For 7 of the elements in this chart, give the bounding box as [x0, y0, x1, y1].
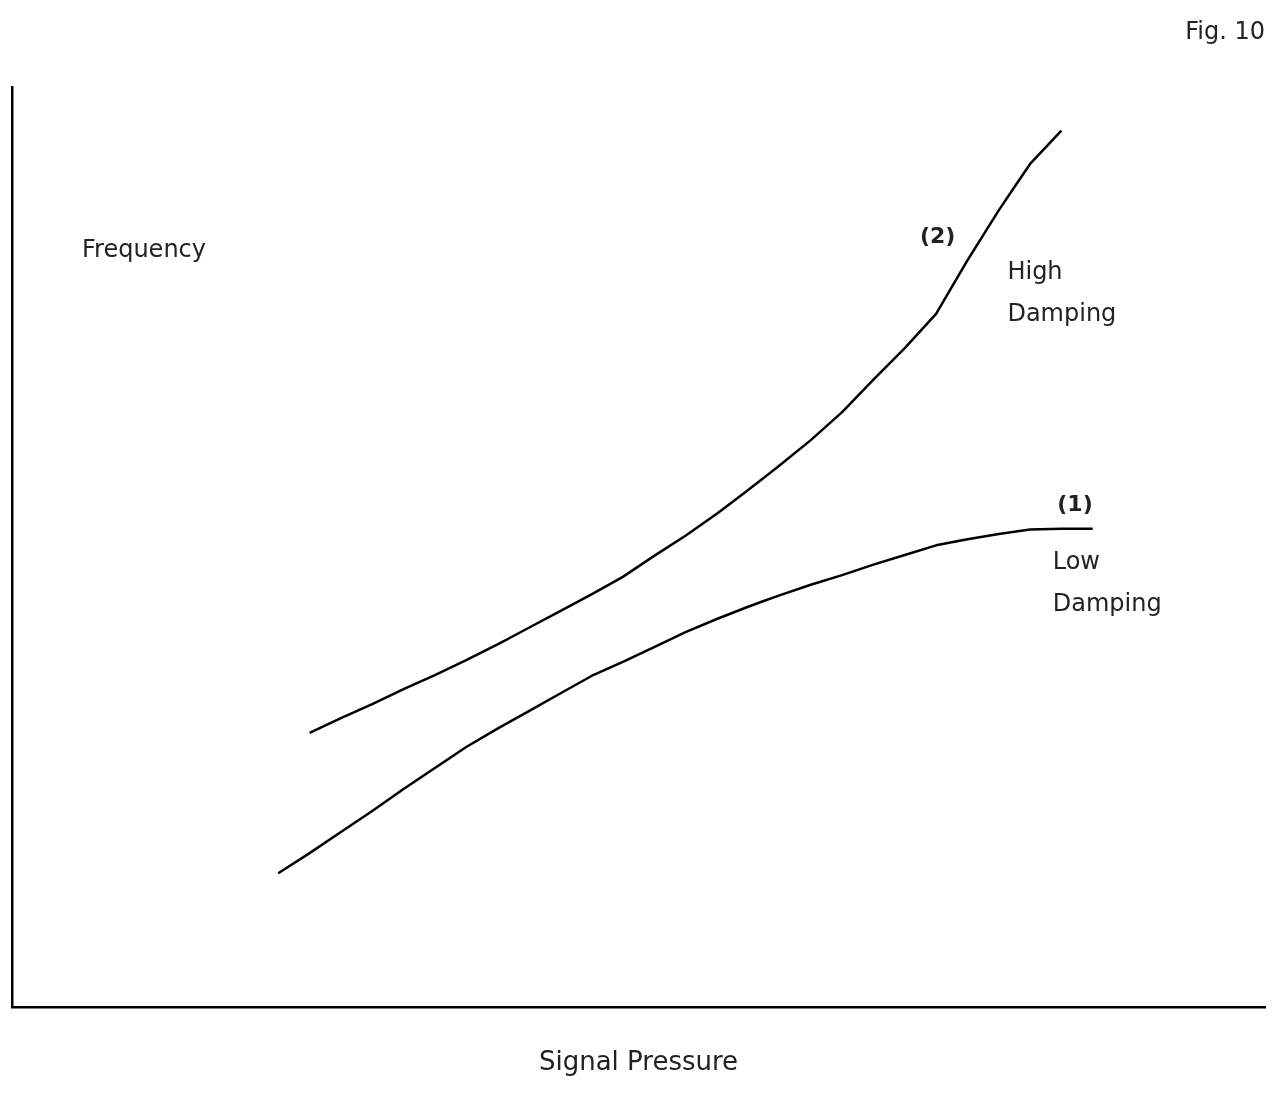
chart-title: Fig. 10 [1185, 16, 1265, 45]
x-axis-title: Signal Pressure [538, 1046, 739, 1077]
y-axis-title: Frequency [82, 234, 206, 263]
series-label: (1) [1057, 491, 1093, 517]
series-label: (2) [919, 223, 956, 249]
annotation: Low Damping [1052, 546, 1162, 617]
annotation: High Damping [1007, 256, 1117, 327]
